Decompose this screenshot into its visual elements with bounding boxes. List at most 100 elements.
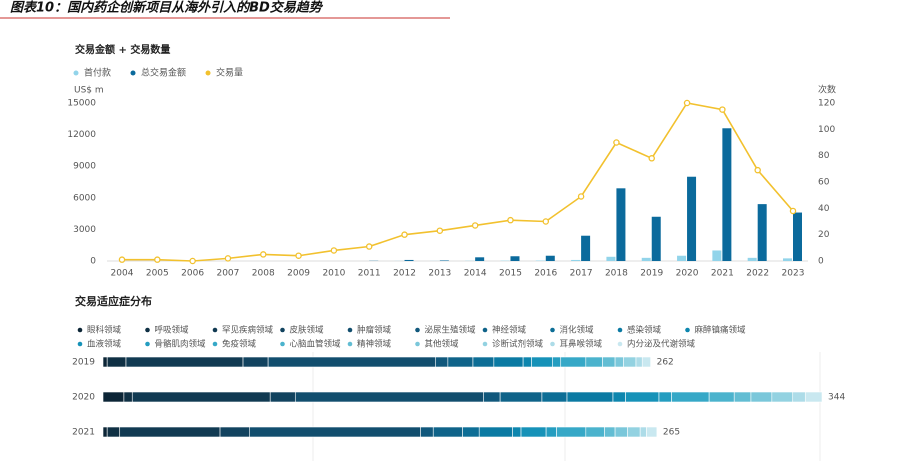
legend-label: 骨骼肌肉领域 [155, 339, 207, 350]
x-tick-label: 2016 [534, 269, 557, 279]
bar-segment [102, 426, 108, 438]
legend-label: 精神领域 [357, 339, 392, 350]
bar [722, 128, 732, 261]
bar-segment [614, 356, 624, 368]
bar-segment [552, 356, 562, 368]
y-tick-label: 2019 [72, 358, 95, 368]
x-tick-label: 2013 [428, 269, 451, 279]
legend-label: 免疫领域 [222, 339, 257, 350]
bar-segment [462, 426, 480, 438]
line-point [683, 99, 691, 107]
legend-label: 感染领域 [627, 325, 662, 336]
x-tick-label: 2009 [287, 269, 310, 279]
bar-segment [612, 391, 626, 403]
y-tick-label: 6000 [73, 193, 96, 203]
legend-label: 眼科领域 [87, 325, 122, 336]
bar-segment [483, 391, 501, 403]
bar-segment [671, 391, 710, 403]
total-label: 262 [657, 358, 674, 368]
legend-marker [205, 70, 211, 76]
legend-marker [145, 341, 150, 347]
x-tick-label: 2019 [640, 269, 663, 279]
x-tick-label: 2022 [746, 269, 769, 279]
x-tick-label: 2012 [393, 269, 416, 279]
line-point [789, 207, 797, 215]
line-point [365, 243, 373, 250]
x-tick-label: 2011 [358, 269, 381, 279]
bar-segment [545, 426, 557, 438]
bar-segment [432, 426, 463, 438]
bar-segment [733, 391, 752, 403]
bar-segment [522, 356, 532, 368]
bar-segment [267, 356, 436, 368]
y-tick-label: 15000 [67, 99, 96, 109]
y2-tick-label: 0 [818, 257, 824, 267]
bar [651, 216, 661, 261]
total-label: 265 [663, 428, 680, 438]
bar [687, 176, 697, 261]
x-tick-label: 2008 [252, 269, 275, 279]
x-tick-label: 2018 [605, 269, 628, 279]
line-point [507, 216, 514, 224]
legend-marker [145, 327, 150, 333]
bar-segment [771, 391, 794, 403]
bar-segment [520, 426, 547, 438]
bar-segment [242, 356, 269, 368]
chart-title: 交易适应症分布 [75, 294, 152, 308]
bar [747, 257, 757, 261]
bar [757, 204, 767, 261]
bar-segment [499, 391, 543, 403]
line-point [719, 106, 726, 113]
y-tick-label: 9000 [73, 162, 96, 172]
bar [793, 212, 802, 261]
y2-tick-label: 120 [818, 99, 835, 109]
bar-segment [566, 391, 614, 403]
legend-marker [415, 327, 420, 333]
line-point [295, 252, 302, 259]
bar-segment [493, 356, 524, 368]
line-point [471, 222, 479, 229]
legend-marker [617, 341, 623, 347]
bar-segment [531, 356, 553, 368]
x-tick-label: 2005 [146, 269, 169, 279]
legend-label: 总交易金额 [141, 67, 186, 79]
bar [475, 257, 485, 261]
bar-segment [294, 391, 484, 403]
bar-segment [750, 391, 773, 403]
line-point [613, 139, 620, 146]
bar-segment [708, 391, 735, 403]
bar-segment [585, 426, 605, 438]
bar-segment [560, 356, 587, 368]
line-point [648, 155, 655, 162]
legend-label: 泌尿生殖领域 [425, 325, 477, 336]
legend-label: 耳鼻喉领域 [560, 339, 603, 350]
bar-segment [219, 426, 250, 438]
y2-tick-label: 80 [818, 151, 830, 161]
bar-segment [106, 356, 127, 368]
bar-segment [627, 426, 641, 438]
line-point [754, 166, 761, 174]
bar-segment [623, 356, 637, 368]
bar-segment [119, 426, 221, 438]
bar-segment [249, 426, 421, 438]
legend-label: 呼吸领域 [155, 325, 190, 336]
bar-segment [602, 356, 616, 368]
bar [616, 188, 626, 261]
legend-label: 神经领域 [492, 325, 527, 336]
y-tick-label: 0 [90, 257, 96, 267]
bar-segment [123, 391, 133, 403]
bar-segment [472, 356, 495, 368]
line [122, 102, 794, 262]
bar [510, 256, 520, 261]
line-point [189, 257, 196, 265]
y2-tick-label: 60 [818, 178, 830, 188]
bar-segment [102, 356, 108, 368]
bar-segment [435, 356, 449, 368]
chart-title: 交易金额 + 交易数量 [75, 43, 170, 56]
x-tick-label: 2007 [216, 269, 239, 279]
y2-tick-label: 40 [818, 204, 830, 214]
bar-segment [541, 391, 568, 403]
bar-segment [604, 426, 616, 438]
line-point [401, 231, 408, 238]
bar-segment [131, 391, 271, 403]
